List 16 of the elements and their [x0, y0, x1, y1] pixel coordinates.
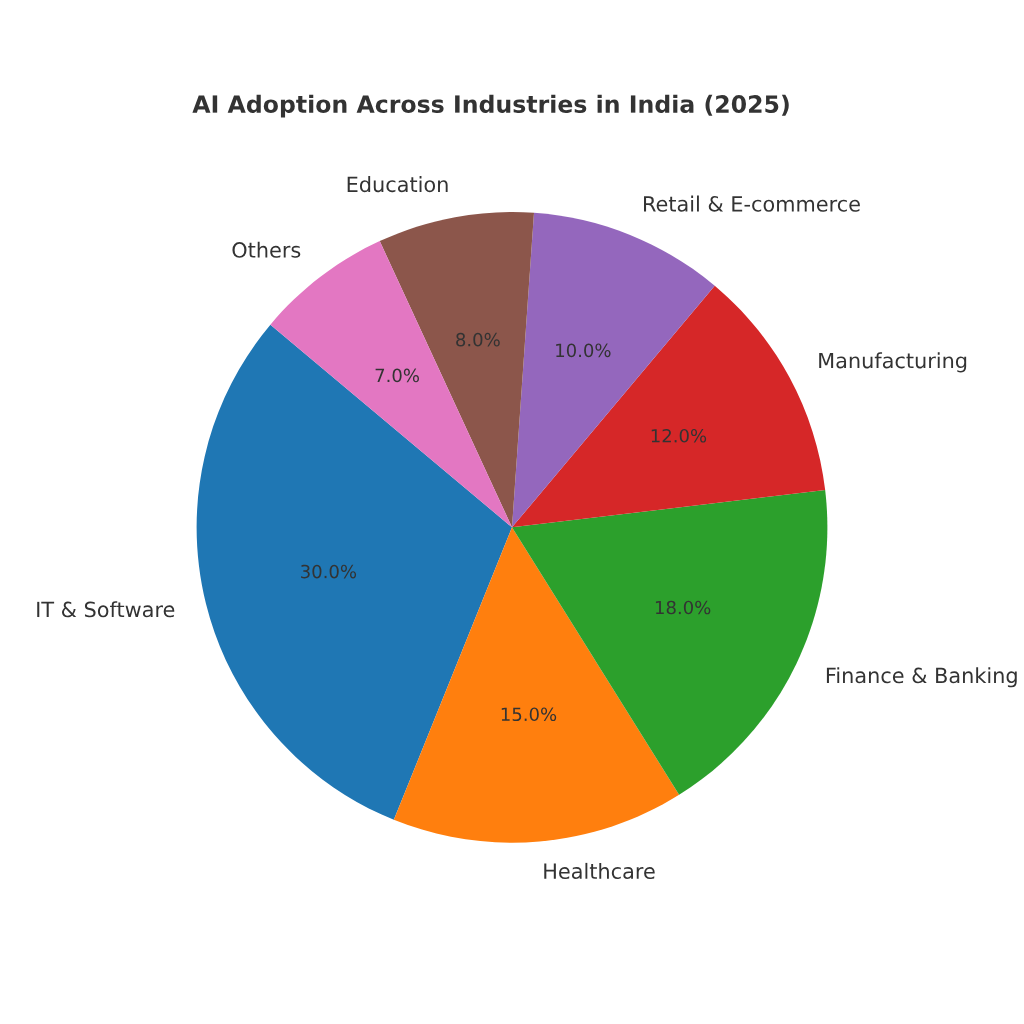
slice-label: Finance & Banking	[826, 667, 1017, 688]
chart-title: AI Adoption Across Industries in India (2025)	[192, 94, 789, 118]
slice-label: Retail & E-commerce	[644, 195, 860, 212]
data-label: 10.0%	[556, 343, 611, 358]
slice-label: Others	[232, 241, 301, 258]
data-label: 12.0%	[651, 428, 707, 443]
pie-slice	[512, 212, 715, 528]
data-label: 15.0%	[501, 707, 557, 722]
slice-label: Manufacturing	[819, 352, 967, 373]
slice-label: IT & Software	[37, 601, 175, 618]
data-label: 30.0%	[301, 564, 357, 579]
slice-label: Healthcare	[544, 862, 655, 880]
data-label: 7.0%	[375, 368, 419, 383]
slice-label: Education	[347, 176, 448, 193]
data-label: 8.0%	[456, 332, 500, 347]
data-label: 18.0%	[655, 600, 711, 615]
